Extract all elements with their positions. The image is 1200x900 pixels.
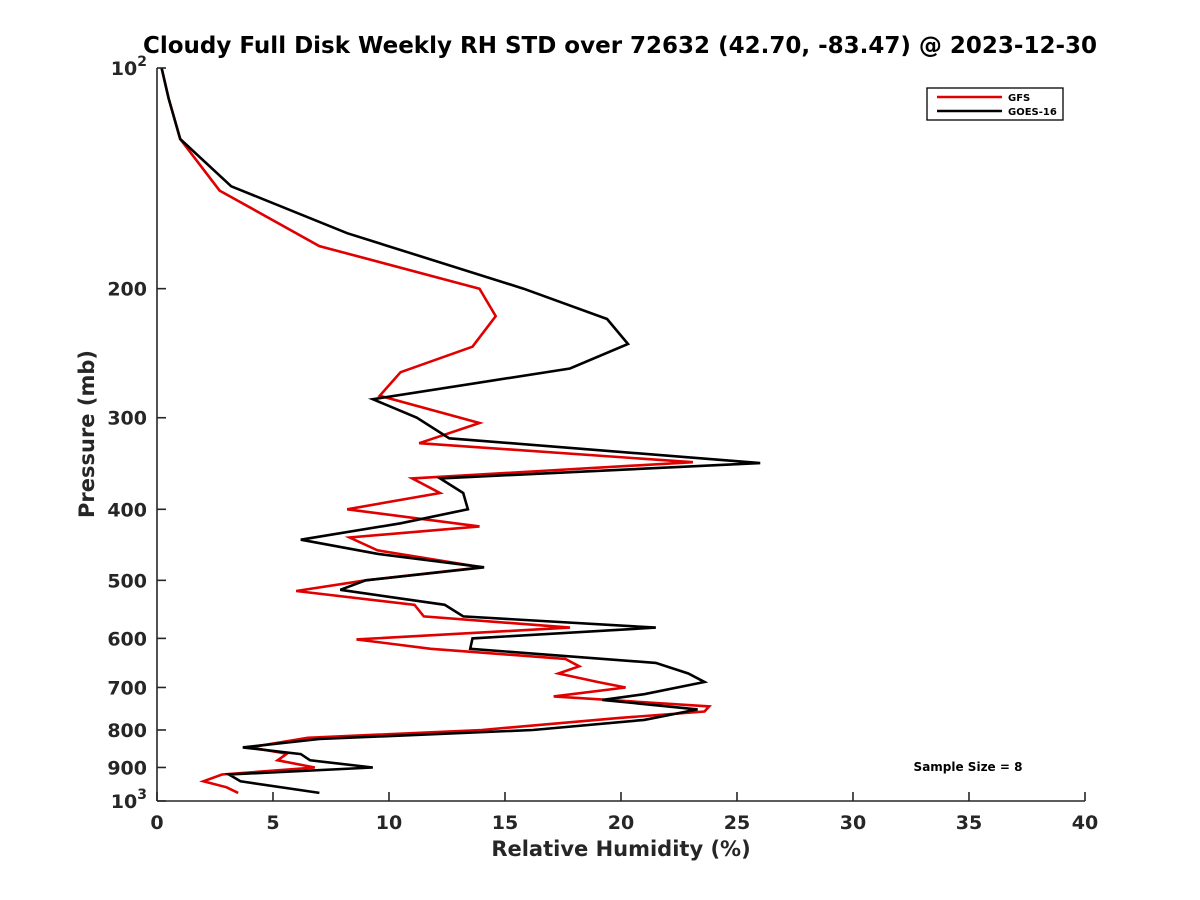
legend: GFS GOES-16: [926, 87, 1064, 121]
x-ticks: 0 5 10 15 20 25 30 35 40: [150, 792, 1098, 834]
x-tick-label: 0: [150, 812, 163, 834]
y-ticks: 102 200 300 400 500 600 700 800 900 103: [107, 54, 166, 813]
y-tick-label: 500: [107, 570, 147, 592]
y-tick-label: 800: [107, 720, 147, 742]
x-tick-label: 20: [608, 812, 634, 834]
x-tick-label: 35: [956, 812, 982, 834]
series-layer: [160, 68, 761, 795]
x-tick-label: 40: [1072, 812, 1098, 834]
legend-label: GOES-16: [1008, 107, 1057, 118]
x-tick-label: 25: [724, 812, 750, 834]
y-tick-label: 102: [111, 54, 147, 80]
y-tick-label: 200: [107, 279, 147, 301]
x-tick-label: 5: [266, 812, 279, 834]
series-line-goes-16: [160, 68, 761, 795]
y-tick-label: 103: [111, 787, 147, 813]
x-tick-label: 30: [840, 812, 866, 834]
chart-title: Cloudy Full Disk Weekly RH STD over 7263…: [143, 33, 1097, 59]
axes: [156, 68, 1085, 802]
y-tick-label: 400: [107, 499, 147, 521]
x-tick-label: 15: [492, 812, 518, 834]
legend-label: GFS: [1008, 93, 1030, 104]
y-tick-label: 900: [107, 757, 147, 779]
y-tick-label: 600: [107, 628, 147, 650]
x-tick-label: 10: [376, 812, 402, 834]
sample-size-annotation: Sample Size = 8: [914, 760, 1023, 774]
legend-box: [926, 87, 1064, 121]
x-axis-label: Relative Humidity (%): [491, 837, 750, 861]
y-tick-label: 700: [107, 677, 147, 699]
y-axis-label: Pressure (mb): [75, 350, 99, 518]
y-tick-label: 300: [107, 408, 147, 430]
